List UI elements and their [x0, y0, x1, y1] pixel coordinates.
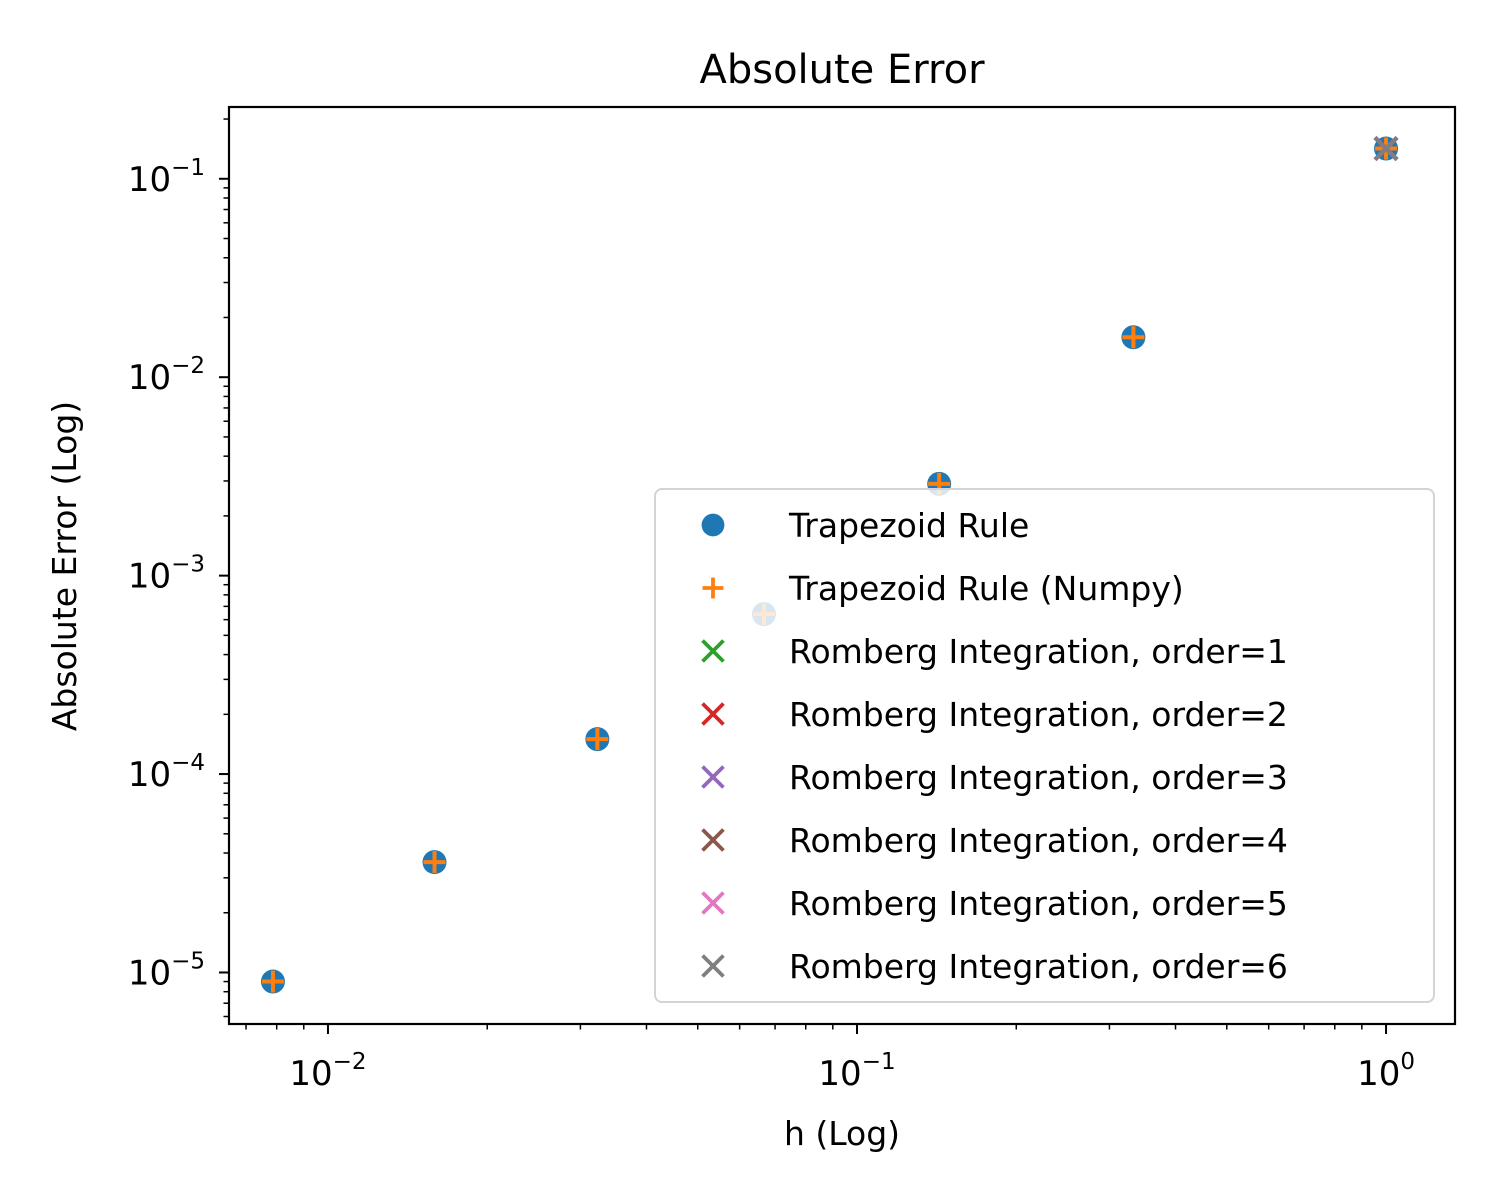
legend-label-6: Romberg Integration, order=4: [789, 821, 1288, 860]
plot-frame: [227, 105, 1457, 1026]
legend: Trapezoid Rule Trapezoid Rule (Numpy) Romb…: [654, 488, 1435, 1003]
y-tick-label: 10−2: [128, 353, 205, 398]
chart-title: Absolute Error: [699, 47, 985, 93]
legend-marker-5: [701, 765, 725, 789]
legend-marker-1: [701, 513, 725, 537]
data-point-s8-1: [1373, 136, 1399, 161]
y-axis: 10−5 10−4 10−3 10−2 10−1: [128, 118, 229, 1018]
x-axis-label: h (Log): [784, 1114, 900, 1153]
data-point-s2-2: [1122, 326, 1145, 349]
legend-label-7: Romberg Integration, order=5: [789, 884, 1288, 923]
legend-marker-3: [701, 639, 725, 663]
legend-label-8: Romberg Integration, order=6: [789, 947, 1288, 986]
legend-box: [654, 488, 1435, 1003]
legend-marker-7: [701, 891, 725, 915]
y-axis-label: Absolute Error (Log): [45, 401, 84, 731]
legend-label-3: Romberg Integration, order=1: [789, 632, 1288, 671]
legend-label-2: Trapezoid Rule (Numpy): [788, 569, 1184, 608]
data-point-s2-7: [261, 970, 284, 993]
y-tick-label: 10−3: [128, 552, 205, 597]
legend-marker-2: [702, 577, 724, 599]
y-tick-label: 10−4: [128, 750, 205, 795]
legend-label-1: Trapezoid Rule: [788, 506, 1029, 545]
x-tick-label: 100: [1357, 1049, 1415, 1094]
legend-marker-8: [701, 954, 725, 978]
legend-marker-4: [701, 702, 725, 726]
x-tick-label: 10−1: [818, 1049, 895, 1094]
x-tick-label: 10−2: [289, 1049, 366, 1094]
y-tick-label: 10−1: [128, 155, 205, 200]
x-axis: 10−2 10−1 100: [245, 1024, 1415, 1094]
legend-label-5: Romberg Integration, order=3: [789, 758, 1288, 797]
data-point-s2-6: [423, 851, 446, 874]
legend-marker-6: [701, 828, 725, 852]
legend-label-4: Romberg Integration, order=2: [789, 695, 1288, 734]
y-tick-label: 10−5: [128, 948, 205, 993]
data-point-s2-5: [586, 728, 609, 751]
